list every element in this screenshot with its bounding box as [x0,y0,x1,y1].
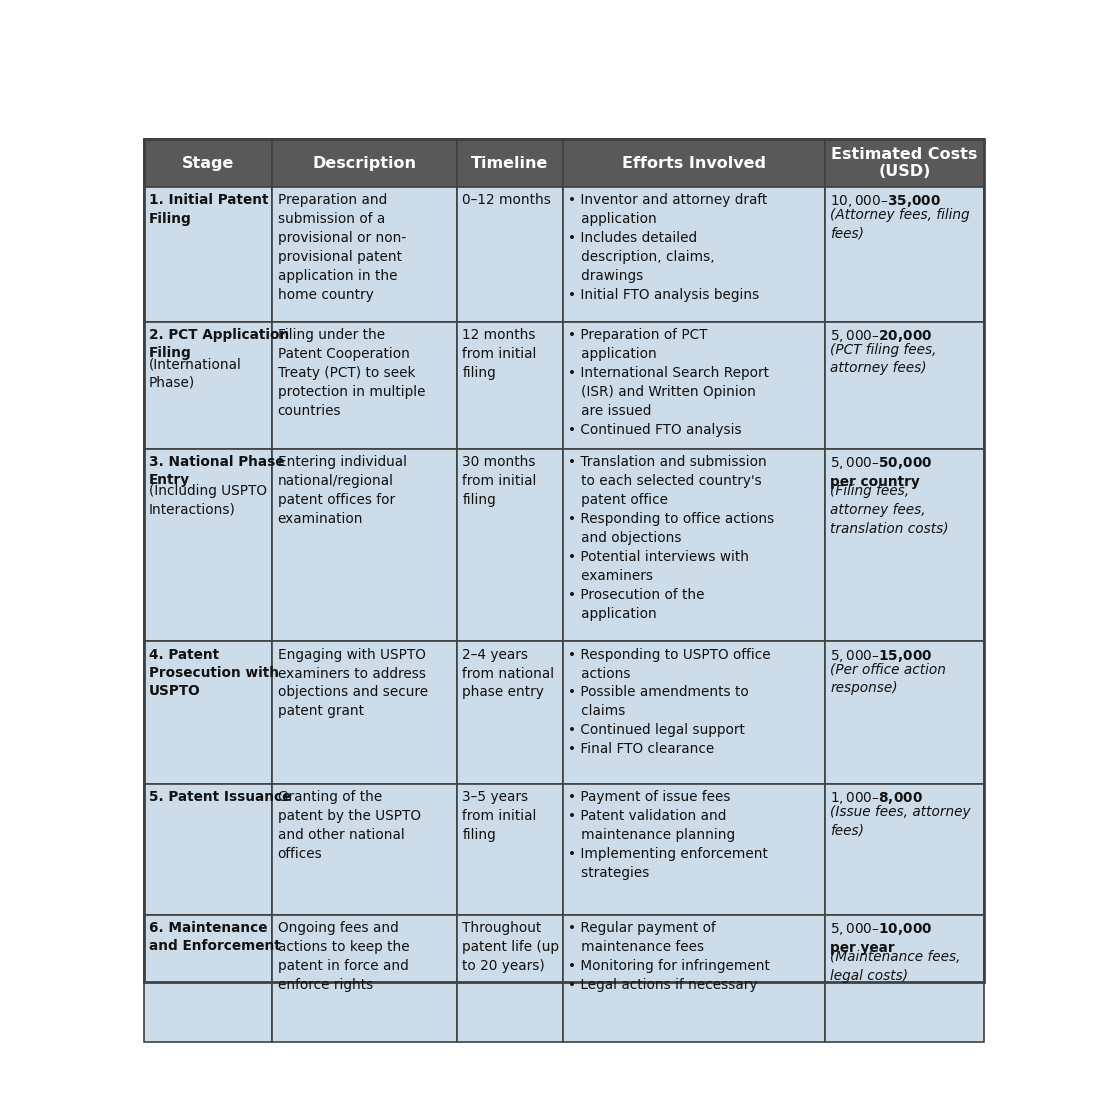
Text: 30 months
from initial
filing: 30 months from initial filing [462,455,537,507]
Text: $5,000–$20,000: $5,000–$20,000 [830,329,933,344]
Bar [144,140,272,188]
Bar [458,915,563,1042]
Text: Ongoing fees and
actions to keep the
patent in force and
enforce rights: Ongoing fees and actions to keep the pat… [277,921,409,991]
Text: (Issue fees, attorney
fees): (Issue fees, attorney fees) [830,805,971,837]
Bar [144,642,272,784]
Text: $10,000–$35,000: $10,000–$35,000 [830,193,942,210]
Bar [458,140,563,188]
Bar [272,915,458,1042]
Text: 0–12 months: 0–12 months [462,193,551,208]
Bar [563,188,825,322]
Text: • Responding to USPTO office
   actions
• Possible amendments to
   claims
• Con: • Responding to USPTO office actions • P… [569,647,771,756]
Bar [272,784,458,915]
Text: Entering individual
national/regional
patent offices for
examination: Entering individual national/regional pa… [277,455,407,526]
Text: 2. PCT Application
Filing: 2. PCT Application Filing [150,329,289,361]
Bar [825,188,983,322]
Text: (Including USPTO
Interactions): (Including USPTO Interactions) [150,484,267,517]
Bar [563,784,825,915]
Text: 6. Maintenance
and Enforcement: 6. Maintenance and Enforcement [150,921,280,953]
Text: 4. Patent
Prosecution with
USPTO: 4. Patent Prosecution with USPTO [150,647,279,698]
Text: Efforts Involved: Efforts Involved [621,155,766,171]
Text: $5,000–$15,000: $5,000–$15,000 [830,647,933,664]
Bar [458,448,563,642]
Text: 12 months
from initial
filing: 12 months from initial filing [462,329,537,380]
Bar [825,140,983,188]
Text: (Per office action
response): (Per office action response) [830,663,946,695]
Text: $5,000–$50,000
per country: $5,000–$50,000 per country [830,455,933,490]
Text: Throughout
patent life (up
to 20 years): Throughout patent life (up to 20 years) [462,921,560,972]
Text: • Preparation of PCT
   application
• International Search Report
   (ISR) and W: • Preparation of PCT application • Inter… [569,329,769,436]
Text: 5. Patent Issuance: 5. Patent Issuance [150,790,292,804]
Bar [563,448,825,642]
Text: $1,000–$8,000: $1,000–$8,000 [830,790,923,806]
Bar [272,642,458,784]
Bar [825,322,983,448]
Text: (Filing fees,
attorney fees,
translation costs): (Filing fees, attorney fees, translation… [830,484,949,535]
Text: 3. National Phase
Entry: 3. National Phase Entry [150,455,285,487]
Bar [144,322,272,448]
Text: • Regular payment of
   maintenance fees
• Monitoring for infringement
• Legal a: • Regular payment of maintenance fees • … [569,921,770,991]
Text: Preparation and
submission of a
provisional or non-
provisional patent
applicati: Preparation and submission of a provisio… [277,193,406,302]
Bar [825,915,983,1042]
Text: (Maintenance fees,
legal costs): (Maintenance fees, legal costs) [830,950,961,982]
Text: (International
Phase): (International Phase) [150,357,242,390]
Text: • Payment of issue fees
• Patent validation and
   maintenance planning
• Implem: • Payment of issue fees • Patent validat… [569,790,768,880]
Text: Estimated Costs
(USD): Estimated Costs (USD) [832,147,978,180]
Text: Description: Description [312,155,417,171]
Text: 1. Initial Patent
Filing: 1. Initial Patent Filing [150,193,268,225]
Text: (Attorney fees, filing
fees): (Attorney fees, filing fees) [830,208,970,241]
Text: Timeline: Timeline [471,155,549,171]
Text: Granting of the
patent by the USPTO
and other national
offices: Granting of the patent by the USPTO and … [277,790,420,861]
Bar [272,188,458,322]
Bar [458,784,563,915]
Text: Filing under the
Patent Cooperation
Treaty (PCT) to seek
protection in multiple
: Filing under the Patent Cooperation Trea… [277,329,426,417]
Bar [144,188,272,322]
Bar [272,448,458,642]
Text: • Translation and submission
   to each selected country's
   patent office
• Re: • Translation and submission to each sel… [569,455,774,620]
Bar [825,448,983,642]
Bar [458,642,563,784]
Text: 2–4 years
from national
phase entry: 2–4 years from national phase entry [462,647,554,699]
Text: Stage: Stage [182,155,234,171]
Text: 3–5 years
from initial
filing: 3–5 years from initial filing [462,790,537,841]
Bar [563,322,825,448]
Bar [144,784,272,915]
Text: (PCT filing fees,
attorney fees): (PCT filing fees, attorney fees) [830,343,937,375]
Bar [825,642,983,784]
Bar [458,322,563,448]
Text: • Inventor and attorney draft
   application
• Includes detailed
   description,: • Inventor and attorney draft applicatio… [569,193,768,302]
Bar [825,784,983,915]
Bar [563,642,825,784]
Bar [144,448,272,642]
Bar [458,188,563,322]
Bar [563,915,825,1042]
Bar [144,915,272,1042]
Bar [272,140,458,188]
Text: $5,000–$10,000
per year: $5,000–$10,000 per year [830,921,933,956]
Text: Engaging with USPTO
examiners to address
objections and secure
patent grant: Engaging with USPTO examiners to address… [277,647,428,718]
Bar [272,322,458,448]
Bar [563,140,825,188]
